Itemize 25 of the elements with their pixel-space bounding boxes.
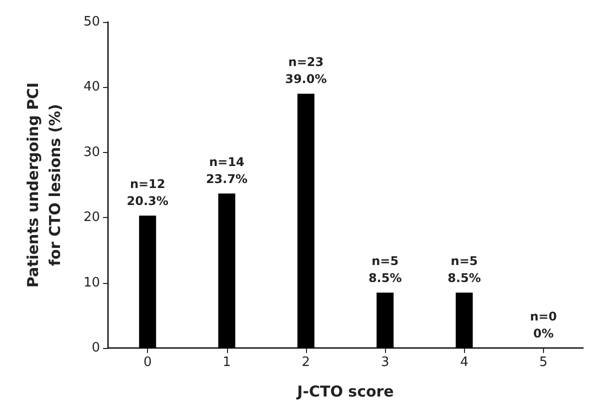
data-label: n=14 23.7%	[206, 154, 248, 186]
x-tick-label: 0	[143, 355, 152, 370]
x-tick-label: 1	[222, 355, 231, 370]
y-axis-title: Patients undergoing PCI for CTO lesions (%)	[24, 82, 64, 288]
data-label: n=0 0%	[530, 310, 557, 340]
y-tick-label: 10	[83, 275, 100, 290]
x-tick-label: 4	[460, 355, 468, 370]
bar	[218, 193, 236, 348]
data-label: n=5 8.5%	[368, 254, 402, 286]
bar	[297, 94, 314, 348]
y-tick-label: 30	[83, 144, 100, 160]
y-tick-label: 50	[83, 14, 100, 30]
data-label: n=5 8.5%	[448, 254, 481, 286]
x-axis-title: J-CTO score	[296, 382, 394, 400]
bar	[376, 292, 394, 348]
y-tick-label: 40	[83, 80, 100, 95]
data-label: n=23 39.0%	[285, 55, 327, 86]
y-tick-label: 20	[83, 210, 100, 226]
x-tick-label: 3	[380, 355, 390, 370]
x-tick-label: 5	[539, 355, 548, 370]
data-label: n=12 20.3%	[126, 177, 168, 208]
y-tick-label: 0	[92, 340, 100, 356]
x-tick-label: 2	[302, 355, 310, 370]
bar	[456, 292, 473, 348]
bar	[139, 216, 156, 348]
